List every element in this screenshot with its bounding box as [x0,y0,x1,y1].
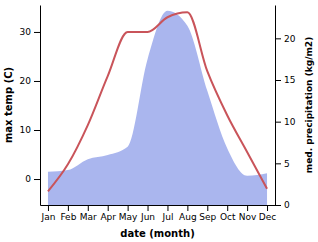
tick: 20 [275,34,296,44]
tick-mark [167,205,168,211]
y-axis-title: max temp (C) [3,67,14,143]
tick-label: Jan [41,212,56,222]
tick-mark [34,32,40,33]
tick: 5 [275,159,290,169]
tick-label: 10 [20,125,32,135]
tick-mark [148,205,149,211]
tick: 20 [20,76,40,86]
tick-mark [34,130,40,131]
tick-label: 15 [284,75,295,85]
tick-mark [187,205,188,211]
tick-mark [267,205,268,211]
tick-label: 30 [20,27,32,37]
tick-mark [34,179,40,180]
tick: 30 [20,27,40,37]
tick: Mar [80,205,97,222]
tick: Jun [140,205,155,222]
tick-label: 10 [284,117,296,127]
tick: 15 [275,75,295,85]
tick: Sep [199,205,216,222]
tick-label: Jun [140,212,155,222]
tick-label: Oct [220,212,236,222]
tick-mark [68,205,69,211]
tick-label: Feb [60,212,76,222]
tick-mark [108,205,109,211]
tick-mark [275,80,281,81]
axis-line [41,205,276,206]
tick: Jan [41,205,56,222]
tick: 0 [25,174,40,184]
tick-label: Apr [100,212,116,222]
tick-label: 5 [284,159,290,169]
y2-axis-title: med. precipitation (kg/m2) [304,37,314,173]
x-axis: Jan Feb MarAprMayJun Jul AugSep OctNovDec [41,205,277,222]
tick: Aug [179,205,197,222]
tick: Dec [259,205,276,222]
tick-label: 20 [20,76,32,86]
tick: 0 [275,200,290,210]
tick-mark [275,38,281,39]
plot: Jan Feb MarAprMayJun Jul AugSep OctNovDec 0 10 2… [20,6,296,223]
tick: Jul [162,205,174,222]
marks [48,11,267,205]
tick: Oct [220,205,236,222]
tick: Nov [239,205,257,222]
y-axis: 0 10 20 30 [20,6,41,206]
tick-mark [247,205,248,211]
tick-mark [88,205,89,211]
tick: May [119,205,138,222]
tick-label: Aug [179,212,197,222]
tick: 10 [275,117,296,127]
tick-label: Mar [80,212,97,222]
tick-label: 0 [25,174,31,184]
tick-label: Nov [239,212,257,222]
tick-mark [48,205,49,211]
tick-label: 0 [284,200,290,210]
tick-mark [128,205,129,211]
tick-label: May [119,212,138,222]
tick: 10 [20,125,40,135]
chart: Jan Feb MarAprMayJun Jul AugSep OctNovDec 0 10 2… [0,0,318,242]
tick-mark [275,163,281,164]
tick-label: 20 [284,34,296,44]
precipitation-area [48,11,267,205]
tick-mark [275,122,281,123]
tick-mark [207,205,208,211]
y2-axis: 0 5 10 15 20 [275,6,296,211]
tick-label: Sep [199,212,216,222]
tick-label: Dec [259,212,276,222]
temperature-line [48,12,267,191]
x-axis-title: date (month) [120,228,194,239]
axis-line [275,6,276,206]
tick-mark [227,205,228,211]
axis-line [40,6,41,206]
tick: Apr [100,205,116,222]
tick-label: Jul [162,212,174,222]
tick: Feb [60,205,76,222]
tick-mark [275,205,281,206]
tick-mark [34,81,40,82]
